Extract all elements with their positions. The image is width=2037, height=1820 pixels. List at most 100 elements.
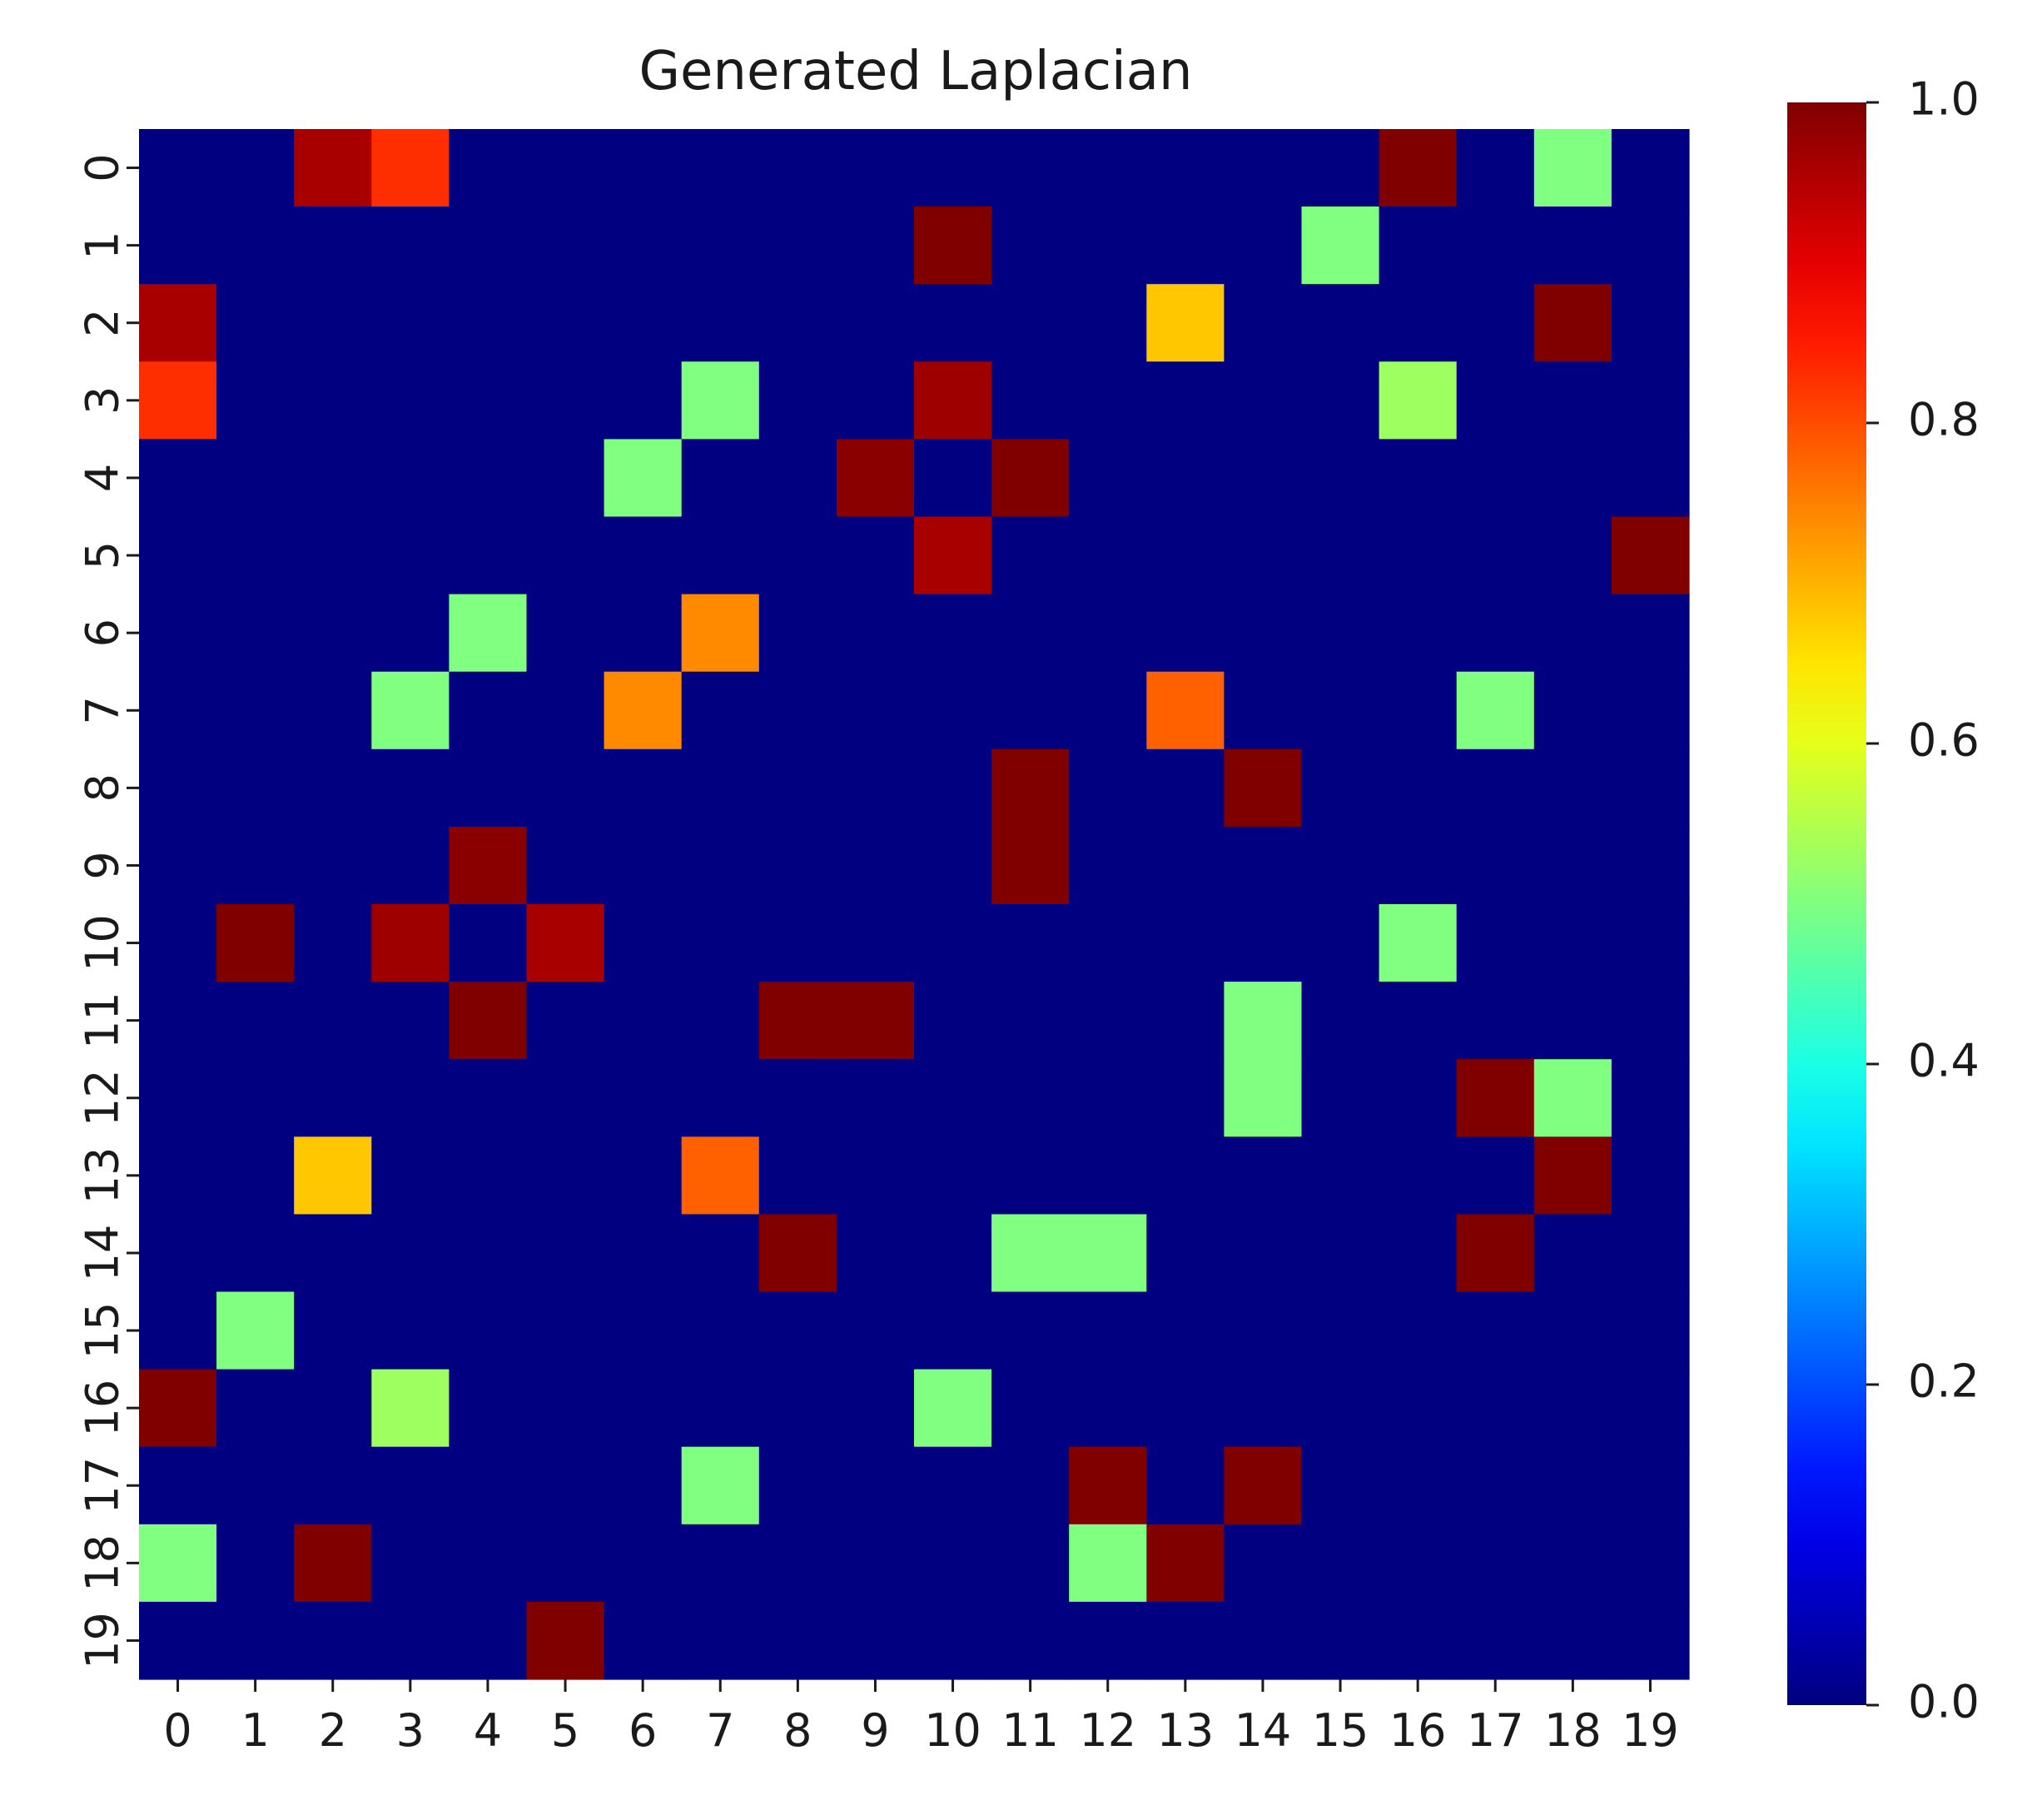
heatmap-cell bbox=[1069, 826, 1147, 905]
heatmap-cell bbox=[1069, 439, 1147, 518]
heatmap-cell bbox=[1224, 206, 1303, 285]
heatmap-cell bbox=[604, 439, 683, 518]
heatmap-cell bbox=[836, 594, 915, 673]
x-tick-label: 11 bbox=[1001, 1704, 1059, 1757]
heatmap-cell bbox=[371, 671, 450, 750]
heatmap-cell bbox=[1533, 1446, 1612, 1525]
heatmap-cell bbox=[604, 594, 683, 673]
heatmap-cell bbox=[139, 129, 217, 207]
heatmap-cell bbox=[371, 206, 450, 285]
y-tick-label: 1 bbox=[77, 231, 129, 259]
heatmap-cell bbox=[449, 1369, 528, 1448]
heatmap-cell bbox=[1456, 904, 1535, 982]
heatmap-cell bbox=[1533, 1369, 1612, 1448]
heatmap-cell bbox=[1301, 1524, 1380, 1603]
heatmap-cell bbox=[991, 439, 1070, 518]
heatmap-cell bbox=[1611, 439, 1690, 518]
heatmap-cell bbox=[526, 982, 605, 1060]
heatmap-cell bbox=[1069, 129, 1147, 207]
heatmap-cell bbox=[604, 1291, 683, 1370]
heatmap-cell bbox=[371, 1291, 450, 1370]
heatmap-cell bbox=[526, 1291, 605, 1370]
heatmap-cell bbox=[836, 439, 915, 518]
heatmap-cell bbox=[1301, 1369, 1380, 1448]
heatmap-cell bbox=[758, 361, 837, 440]
x-tick-label: 4 bbox=[474, 1704, 502, 1757]
heatmap-cell bbox=[758, 671, 837, 750]
heatmap-cell bbox=[526, 1369, 605, 1448]
heatmap-cell bbox=[914, 439, 992, 518]
heatmap-cell bbox=[914, 1291, 992, 1370]
y-tick-label: 13 bbox=[77, 1146, 129, 1204]
heatmap-cell bbox=[1611, 361, 1690, 440]
heatmap-cell bbox=[991, 1601, 1070, 1680]
heatmap-cell bbox=[991, 1369, 1070, 1448]
heatmap-cell bbox=[449, 516, 528, 595]
heatmap-cell bbox=[294, 1059, 372, 1137]
heatmap-cell bbox=[681, 1524, 760, 1603]
heatmap-cell bbox=[526, 904, 605, 982]
heatmap-cell bbox=[991, 361, 1070, 440]
heatmap-cell bbox=[1379, 284, 1458, 362]
chart-title: Generated Laplacian bbox=[638, 41, 1192, 102]
heatmap-cell bbox=[1224, 1214, 1303, 1293]
heatmap-cell bbox=[1224, 284, 1303, 362]
heatmap-cell bbox=[371, 1369, 450, 1448]
heatmap-cell bbox=[681, 439, 760, 518]
heatmap-cell bbox=[1456, 1369, 1535, 1448]
heatmap-cell bbox=[1146, 206, 1225, 285]
heatmap-cell bbox=[526, 516, 605, 595]
heatmap-cell bbox=[139, 904, 217, 982]
y-tick-label: 14 bbox=[77, 1225, 129, 1282]
heatmap-cell bbox=[371, 982, 450, 1060]
heatmap-cell bbox=[1456, 439, 1535, 518]
heatmap-cell bbox=[449, 826, 528, 905]
heatmap-cell bbox=[216, 129, 295, 207]
heatmap-cell bbox=[681, 129, 760, 207]
heatmap-cell bbox=[914, 594, 992, 673]
heatmap-cell bbox=[1224, 439, 1303, 518]
heatmap-cell bbox=[914, 1214, 992, 1293]
heatmap-cell bbox=[139, 284, 217, 362]
heatmap-cell bbox=[991, 516, 1070, 595]
heatmap-cell bbox=[1379, 1446, 1458, 1525]
heatmap-cell bbox=[681, 1369, 760, 1448]
heatmap-cell bbox=[1533, 361, 1612, 440]
x-tick-label: 15 bbox=[1312, 1704, 1369, 1757]
x-tick-label: 13 bbox=[1156, 1704, 1214, 1757]
heatmap-cell bbox=[1146, 1214, 1225, 1293]
heatmap-cell bbox=[914, 516, 992, 595]
heatmap-cell bbox=[1301, 129, 1380, 207]
heatmap-cell bbox=[1611, 1214, 1690, 1293]
heatmap-cell bbox=[1379, 516, 1458, 595]
heatmap-cell bbox=[1224, 1291, 1303, 1370]
heatmap-cell bbox=[1069, 1601, 1147, 1680]
heatmap-cell bbox=[526, 1059, 605, 1137]
heatmap-cell bbox=[991, 1059, 1070, 1137]
y-tick-label: 6 bbox=[77, 619, 129, 647]
heatmap-cell bbox=[1069, 904, 1147, 982]
heatmap-cell bbox=[991, 594, 1070, 673]
heatmap-cell bbox=[991, 904, 1070, 982]
heatmap-cell bbox=[216, 594, 295, 673]
heatmap-cell bbox=[294, 439, 372, 518]
heatmap-cell bbox=[216, 516, 295, 595]
heatmap-cell bbox=[758, 1369, 837, 1448]
heatmap-cell bbox=[836, 1136, 915, 1215]
heatmap-cell bbox=[216, 1446, 295, 1525]
heatmap-cell bbox=[1224, 361, 1303, 440]
heatmap-cell bbox=[1533, 671, 1612, 750]
heatmap-cell bbox=[139, 748, 217, 828]
heatmap-cell bbox=[1456, 1059, 1535, 1137]
heatmap-cell bbox=[1379, 594, 1458, 673]
heatmap-cell bbox=[1146, 982, 1225, 1060]
y-tick-label: 2 bbox=[77, 309, 129, 337]
heatmap-cell bbox=[1456, 516, 1535, 595]
heatmap-cell bbox=[1224, 748, 1303, 828]
heatmap-cell bbox=[139, 1601, 217, 1680]
heatmap-cell bbox=[371, 284, 450, 362]
heatmap-cell bbox=[216, 1524, 295, 1603]
heatmap-cell bbox=[991, 206, 1070, 285]
heatmap-cell bbox=[1456, 826, 1535, 905]
